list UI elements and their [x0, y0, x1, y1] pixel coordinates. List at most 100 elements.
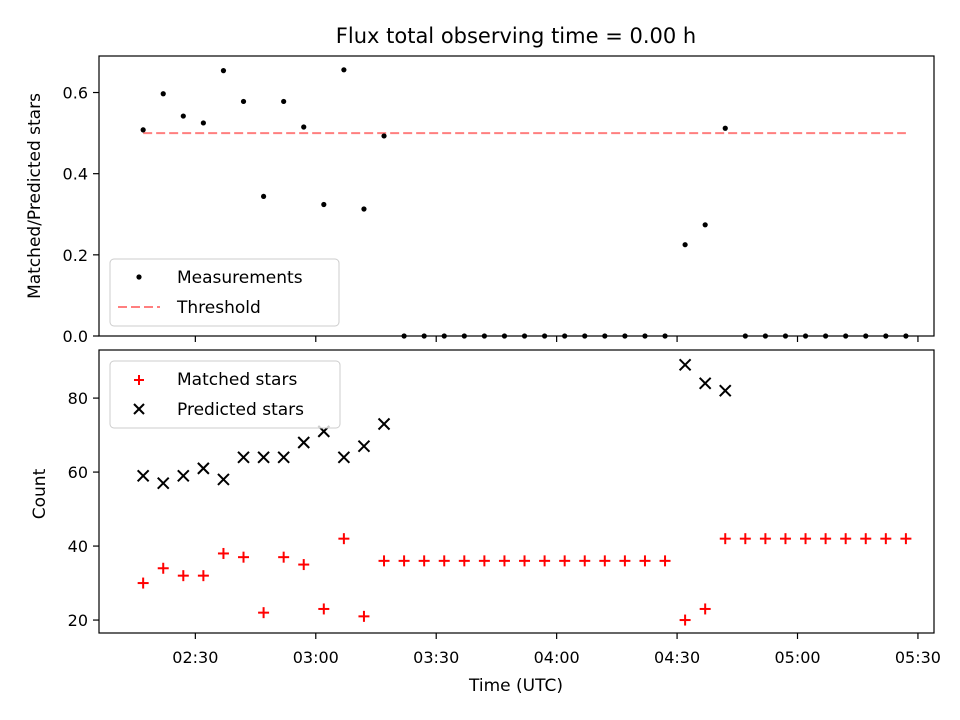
panel-count-ytick-label: 60 — [68, 463, 88, 482]
measurement-point — [200, 120, 206, 126]
measurement-point — [220, 68, 227, 74]
panel-count-xtick-label: 03:00 — [293, 648, 339, 667]
predicted-stars-point — [177, 469, 190, 482]
legend-matched-label: Matched stars — [177, 370, 297, 390]
predicted-stars-point — [297, 436, 310, 449]
matched-stars-point — [217, 547, 229, 559]
panel-count-xtick-label: 03:30 — [413, 648, 459, 667]
legend-measurements-marker — [136, 274, 142, 280]
panel-count: 20 40 60 80 02:30 03:00 03:30 04:00 04:30 05:00 0… — [30, 349, 941, 696]
legend-predicted-marker — [133, 403, 145, 415]
matched-stars-point — [880, 533, 892, 545]
panel-count-ytick-label: 40 — [68, 537, 88, 556]
panel-count-xtick-label: 05:00 — [774, 648, 820, 667]
panel-count-ytick-label: 20 — [68, 611, 88, 630]
measurement-point — [381, 133, 387, 139]
matched-stars-point — [599, 555, 611, 567]
predicted-stars-point — [337, 451, 351, 464]
measurement-point — [260, 193, 267, 200]
panel-count-xtick-label: 05:30 — [895, 648, 941, 667]
panel-ratio-ylabel: Matched/Predicted stars — [25, 93, 45, 299]
chart-title: Flux total observing time = 0.00 h — [336, 24, 696, 48]
matched-stars-point — [579, 555, 591, 567]
measurement-point — [140, 127, 146, 133]
matched-stars-point — [820, 533, 832, 545]
measurement-point — [301, 124, 307, 130]
matched-stars-point — [539, 555, 551, 567]
predicted-stars-point — [237, 451, 250, 464]
matched-stars-point — [418, 555, 430, 567]
measurement-point — [361, 206, 367, 212]
measurement-point — [682, 242, 688, 248]
panel-count-ytick-label: 80 — [68, 389, 88, 408]
panel-ratio-ytick-label: 0.2 — [63, 246, 88, 265]
matched-stars-point — [900, 533, 912, 545]
legend-predicted-label: Predicted stars — [177, 400, 304, 420]
matched-stars-point — [498, 555, 510, 567]
panel-ratio-frame — [98, 55, 935, 337]
matched-stars-point — [619, 555, 631, 567]
measurement-point — [341, 67, 347, 73]
legend-matched-marker — [134, 375, 144, 385]
matched-stars-point — [478, 555, 490, 567]
matched-stars-point — [659, 555, 671, 567]
matched-stars-point — [197, 570, 209, 582]
panel-count-xlabel: Time (UTC) — [468, 676, 563, 696]
matched-stars-point — [258, 607, 270, 619]
matched-stars-point — [238, 551, 250, 563]
measurement-point — [240, 98, 247, 105]
predicted-stars-point — [357, 439, 371, 453]
panel-count-xtick-label: 04:30 — [654, 648, 700, 667]
predicted-stars-point — [277, 451, 290, 464]
matched-stars-point — [378, 555, 390, 567]
legend-measurements-label: Measurements — [177, 268, 303, 288]
matched-stars-point — [739, 533, 751, 545]
predicted-stars-point — [719, 384, 732, 397]
panel-ratio: 0.0 0.2 0.4 0.6 Matched/Predicted stars Mea… — [25, 55, 935, 346]
matched-stars-point — [438, 555, 450, 567]
matched-stars-point — [358, 610, 370, 622]
measurement-point — [321, 201, 327, 208]
measurement-point — [160, 91, 166, 97]
matched-stars-point — [860, 533, 872, 545]
matched-stars-point — [759, 533, 771, 545]
matched-stars-point — [559, 555, 571, 567]
matched-stars-point — [398, 555, 410, 567]
matched-stars-point — [137, 577, 149, 589]
matched-stars-point — [779, 533, 791, 545]
predicted-stars-point — [698, 377, 712, 390]
matched-stars-point — [699, 603, 711, 615]
predicted-stars-point — [217, 473, 230, 486]
predicted-stars-point — [257, 451, 270, 464]
predicted-stars-point — [678, 358, 692, 372]
matched-stars-point — [639, 555, 651, 567]
measurement-point — [722, 125, 728, 131]
predicted-stars-point — [157, 476, 170, 490]
panel-ratio-ytick-label: 0.6 — [63, 84, 88, 103]
predicted-stars-point — [197, 462, 210, 475]
measurement-point — [702, 222, 708, 228]
measurement-point — [180, 113, 186, 119]
matched-stars-point — [157, 562, 169, 574]
panel-ratio-legend: Measurements Threshold — [109, 258, 340, 327]
matched-stars-point — [278, 551, 290, 563]
panel-count-xtick-label: 02:30 — [172, 648, 218, 667]
legend-threshold-label: Threshold — [176, 298, 261, 318]
measurement-point — [281, 98, 287, 105]
predicted-stars-point — [136, 469, 150, 482]
panel-count-xtick-label: 04:00 — [534, 648, 580, 667]
matched-stars-point — [800, 533, 812, 545]
matched-stars-point — [177, 570, 189, 582]
matched-stars-point — [318, 603, 330, 615]
matched-stars-point — [298, 559, 310, 571]
panel-count-frame — [98, 349, 935, 634]
matched-stars-point — [338, 533, 350, 545]
matched-stars-point — [458, 555, 470, 567]
predicted-stars-point — [377, 417, 391, 431]
panel-count-legend: Matched stars Predicted stars — [109, 360, 341, 429]
matched-stars-point — [519, 555, 531, 567]
panel-ratio-ytick-label: 0.4 — [63, 165, 88, 184]
matched-stars-point — [840, 533, 852, 545]
matched-stars-point — [679, 614, 691, 626]
